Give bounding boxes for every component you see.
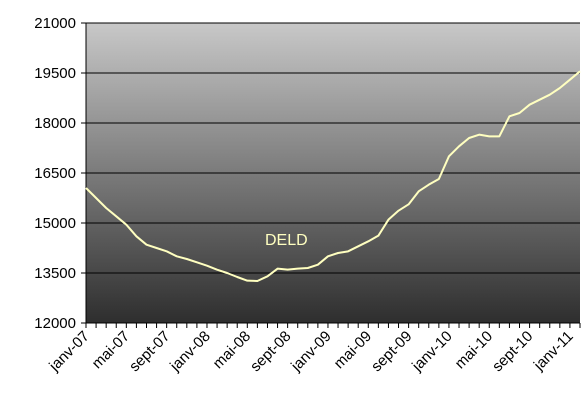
x-axis-ticks: janv-07mai-07sept-07janv-08mai-08sept-08… — [45, 323, 581, 376]
x-tick-label: janv-08 — [166, 328, 214, 376]
y-tick-label: 19500 — [34, 65, 76, 82]
x-tick-label: mai-07 — [89, 328, 133, 372]
x-tick-label: mai-09 — [331, 328, 375, 372]
y-axis-ticks: 12000 13500 15000 16500 18000 19500 21000 — [34, 15, 86, 332]
y-tick-label: 15000 — [34, 215, 76, 232]
series-line-deld — [85, 70, 581, 282]
x-tick-label: janv-11 — [530, 328, 577, 375]
x-tick-label: sept-07 — [126, 328, 173, 375]
y-tick-label: 13500 — [34, 265, 76, 282]
x-tick-label: mai-08 — [210, 328, 254, 372]
y-tick-label: 21000 — [34, 15, 76, 32]
x-tick-label: sept-10 — [489, 328, 536, 375]
x-tick-label: janv-09 — [287, 328, 335, 376]
y-tick-label: 16500 — [34, 165, 76, 182]
y-tick-label: 18000 — [34, 115, 76, 132]
x-tick-label: sept-09 — [368, 328, 415, 375]
x-tick-label: janv-10 — [408, 328, 456, 376]
x-tick-label: janv-07 — [45, 328, 93, 376]
series-label-deld: DELD — [265, 232, 308, 249]
y-tick-label: 12000 — [34, 315, 76, 332]
x-tick-label: mai-10 — [452, 328, 496, 372]
gridlines — [86, 22, 580, 274]
x-tick-label: sept-08 — [247, 328, 294, 375]
